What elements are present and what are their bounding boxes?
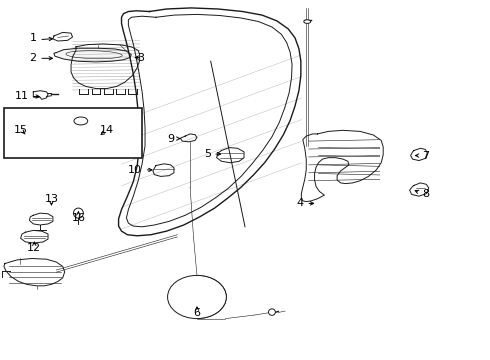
Ellipse shape (74, 117, 88, 125)
Polygon shape (54, 48, 131, 62)
Text: 9: 9 (167, 134, 174, 144)
Text: 15: 15 (14, 125, 27, 135)
Text: 1: 1 (30, 33, 37, 43)
Text: 16: 16 (72, 213, 85, 223)
Text: 3: 3 (138, 53, 145, 63)
Text: 12: 12 (27, 243, 41, 253)
Ellipse shape (269, 309, 275, 315)
Text: 14: 14 (100, 125, 114, 135)
Text: 13: 13 (45, 194, 58, 204)
Text: 2: 2 (29, 53, 37, 63)
Text: 8: 8 (422, 189, 430, 199)
Ellipse shape (304, 20, 311, 23)
Text: 6: 6 (194, 308, 200, 318)
Text: 5: 5 (204, 149, 211, 159)
Text: 7: 7 (422, 150, 430, 161)
Text: 11: 11 (14, 91, 28, 102)
Text: 10: 10 (128, 165, 142, 175)
Text: 4: 4 (296, 198, 304, 208)
Bar (4, 108, 142, 158)
